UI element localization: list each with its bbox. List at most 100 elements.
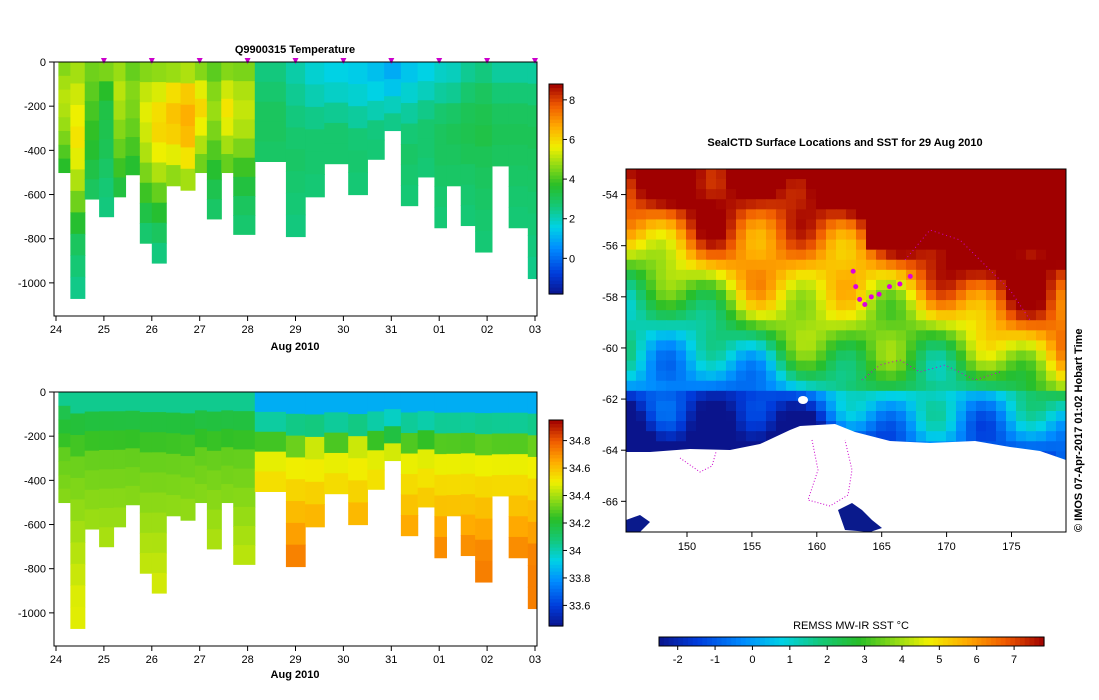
lon-tick-label: 165: [873, 541, 891, 553]
sst-cell: [846, 290, 857, 301]
sst-cell: [926, 330, 937, 342]
colorbar-segment: [549, 488, 563, 493]
seal-locations: [850, 268, 913, 307]
profile-cell: [400, 62, 419, 84]
colorbar-tick-label: 4: [899, 654, 905, 666]
profile-cell: [151, 572, 167, 594]
profile-cell: [206, 199, 222, 220]
profile-cell: [460, 514, 476, 536]
profile-cell: [491, 392, 510, 414]
profile-cell: [491, 124, 510, 146]
profile-cell: [508, 536, 529, 559]
x-tick-label: 28: [241, 654, 253, 666]
sst-cell: [626, 179, 637, 190]
sst-cell: [1016, 279, 1027, 291]
colorbar-segment: [549, 584, 563, 589]
sst-cell: [846, 330, 857, 342]
profile-cell: [70, 169, 86, 192]
profile-cell: [151, 432, 167, 453]
profile-cell: [84, 179, 100, 200]
profile-cell: [460, 473, 476, 495]
sst-cell: [746, 259, 757, 271]
profile-cell: [527, 62, 537, 85]
sst-cell: [766, 370, 777, 382]
profile-cell: [434, 124, 447, 146]
sst-cell: [876, 431, 887, 442]
sst-cell: [896, 169, 907, 180]
sst-cell: [806, 370, 817, 382]
sst-cell: [776, 169, 787, 180]
sst-cell: [686, 259, 697, 271]
sst-cell: [886, 249, 897, 261]
profile-cell: [475, 104, 493, 126]
sst-cell: [756, 229, 767, 241]
sst-cell: [1026, 290, 1037, 301]
profile-cell: [99, 100, 115, 121]
sst-cell: [706, 229, 717, 241]
sst-cell: [936, 411, 947, 422]
seal-location: [886, 284, 892, 290]
sst-cell: [886, 400, 897, 412]
x-tick-label: 31: [385, 324, 397, 336]
profile-cell: [475, 413, 493, 435]
sst-cell: [696, 431, 707, 442]
sst-cell: [856, 300, 867, 311]
colorbar-segment: [549, 248, 563, 253]
sst-cell: [626, 219, 637, 231]
sst-cell: [1016, 249, 1027, 261]
colorbar-segment: [962, 637, 968, 646]
sst-cell: [866, 199, 877, 210]
profile-cell: [348, 392, 368, 415]
sst-cell: [966, 259, 977, 271]
frontal-track: [861, 229, 1031, 381]
profile-cell: [305, 129, 325, 153]
sst-cell: [826, 229, 837, 241]
colorbar-segment: [549, 224, 563, 229]
profile-cell: [446, 495, 462, 517]
profile-cell: [460, 62, 476, 84]
colorbar-segment: [995, 637, 1002, 646]
sst-cell: [756, 219, 767, 231]
profile-cell: [125, 467, 141, 487]
sst-cell: [1036, 199, 1047, 210]
profile-cell: [139, 552, 153, 574]
profile-cell: [113, 100, 127, 121]
profile-cell: [384, 443, 402, 462]
profile-cell: [527, 148, 537, 171]
sst-cell: [686, 441, 697, 452]
sst-cell: [746, 169, 757, 180]
sst-cell: [726, 239, 737, 251]
sst-cell: [906, 380, 917, 392]
sst-cell: [1016, 411, 1027, 422]
sst-cell: [936, 199, 947, 210]
profile-cell: [475, 434, 493, 456]
profile-cell: [58, 419, 71, 435]
sst-cell: [966, 360, 977, 372]
sst-cell: [696, 259, 707, 271]
sst-cell: [966, 290, 977, 301]
sst-cell: [1026, 249, 1037, 261]
seal-location: [907, 273, 913, 279]
sst-cell: [676, 411, 687, 422]
profile-cell: [70, 520, 86, 543]
sst-cell: [946, 279, 957, 291]
sst-cell: [766, 300, 777, 311]
sst-cell: [856, 400, 867, 412]
sst-cell: [1026, 431, 1037, 442]
profile-cell: [233, 449, 256, 470]
profile-cell: [139, 512, 153, 534]
sst-cell: [736, 219, 747, 231]
sst-cell: [786, 279, 797, 291]
sst-cell: [656, 431, 667, 442]
sst-cell: [776, 360, 787, 372]
colorbar-segment: [549, 529, 563, 534]
profile-cell: [194, 135, 208, 155]
sst-cell: [876, 300, 887, 311]
sst-cell: [666, 421, 677, 432]
sst-cell: [946, 239, 957, 251]
sst-cell: [1036, 300, 1047, 311]
sst-cell: [756, 340, 767, 352]
profile-cell: [491, 412, 510, 435]
sst-cell: [646, 320, 657, 331]
profile-cell: [166, 474, 182, 496]
